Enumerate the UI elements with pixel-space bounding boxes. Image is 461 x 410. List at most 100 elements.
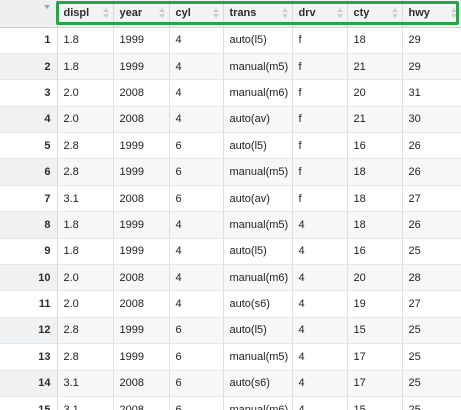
cell-cyl[interactable]: 6 <box>169 317 224 345</box>
cell-trans[interactable]: auto(l5) <box>223 27 293 54</box>
cell-cyl[interactable]: 6 <box>169 396 224 410</box>
row-index-cell[interactable]: 4 <box>0 106 58 134</box>
cell-displ[interactable]: 2.8 <box>57 132 114 160</box>
table-row[interactable]: 14 3.1 2008 6 auto(s6) 4 17 25 <box>0 370 461 397</box>
cell-year[interactable]: 2008 <box>113 396 170 410</box>
cell-hwy[interactable]: 30 <box>402 106 461 134</box>
table-row[interactable]: 11 2.0 2008 4 auto(s6) 4 19 27 <box>0 290 461 318</box>
row-index-cell[interactable]: 5 <box>0 132 58 160</box>
table-row[interactable]: 4 2.0 2008 4 auto(av) f 21 30 <box>0 106 461 134</box>
cell-trans[interactable]: auto(s6) <box>223 370 293 397</box>
cell-displ[interactable]: 2.8 <box>57 317 114 345</box>
cell-hwy[interactable]: 26 <box>402 211 461 239</box>
cell-hwy[interactable]: 25 <box>402 343 461 371</box>
cell-hwy[interactable]: 25 <box>402 396 461 410</box>
cell-hwy[interactable]: 25 <box>402 370 461 397</box>
cell-trans[interactable]: auto(av) <box>223 185 293 213</box>
row-index-cell[interactable]: 7 <box>0 185 58 213</box>
table-row[interactable]: 13 2.8 1999 6 manual(m5) 4 17 25 <box>0 343 461 371</box>
cell-drv[interactable]: f <box>292 132 348 160</box>
cell-cty[interactable]: 18 <box>347 211 403 239</box>
table-row[interactable]: 1 1.8 1999 4 auto(l5) f 18 29 <box>0 27 461 54</box>
cell-drv[interactable]: f <box>292 158 348 186</box>
cell-cyl[interactable]: 4 <box>169 290 224 318</box>
cell-year[interactable]: 1999 <box>113 53 170 81</box>
cell-year[interactable]: 1999 <box>113 211 170 239</box>
cell-drv[interactable]: f <box>292 53 348 81</box>
cell-cty[interactable]: 18 <box>347 158 403 186</box>
cell-cty[interactable]: 20 <box>347 264 403 292</box>
cell-trans[interactable]: auto(l5) <box>223 238 293 266</box>
cell-displ[interactable]: 1.8 <box>57 238 114 266</box>
cell-trans[interactable]: manual(m5) <box>223 211 293 239</box>
cell-year[interactable]: 2008 <box>113 290 170 318</box>
cell-drv[interactable]: f <box>292 185 348 213</box>
table-row[interactable]: 8 1.8 1999 4 manual(m5) 4 18 26 <box>0 211 461 239</box>
cell-displ[interactable]: 3.1 <box>57 396 114 410</box>
cell-hwy[interactable]: 27 <box>402 290 461 318</box>
row-index-cell[interactable]: 1 <box>0 27 58 54</box>
cell-drv[interactable]: 4 <box>292 370 348 397</box>
cell-year[interactable]: 1999 <box>113 158 170 186</box>
cell-cty[interactable]: 20 <box>347 79 403 107</box>
cell-cty[interactable]: 21 <box>347 106 403 134</box>
cell-drv[interactable]: 4 <box>292 343 348 371</box>
cell-cty[interactable]: 16 <box>347 132 403 160</box>
cell-trans[interactable]: auto(l5) <box>223 132 293 160</box>
column-header-hwy[interactable]: hwy <box>402 0 461 28</box>
row-index-cell[interactable]: 13 <box>0 343 58 371</box>
cell-drv[interactable]: 4 <box>292 264 348 292</box>
cell-year[interactable]: 1999 <box>113 27 170 54</box>
column-header-drv[interactable]: drv <box>292 0 348 28</box>
cell-trans[interactable]: manual(m6) <box>223 79 293 107</box>
cell-drv[interactable]: f <box>292 106 348 134</box>
cell-drv[interactable]: 4 <box>292 238 348 266</box>
cell-trans[interactable]: auto(l5) <box>223 317 293 345</box>
table-row[interactable]: 6 2.8 1999 6 manual(m5) f 18 26 <box>0 158 461 186</box>
table-row[interactable]: 12 2.8 1999 6 auto(l5) 4 15 25 <box>0 317 461 345</box>
table-row[interactable]: 3 2.0 2008 4 manual(m6) f 20 31 <box>0 79 461 107</box>
cell-year[interactable]: 2008 <box>113 185 170 213</box>
cell-drv[interactable]: f <box>292 79 348 107</box>
cell-hwy[interactable]: 29 <box>402 27 461 54</box>
cell-displ[interactable]: 3.1 <box>57 370 114 397</box>
cell-displ[interactable]: 1.8 <box>57 211 114 239</box>
cell-hwy[interactable]: 26 <box>402 132 461 160</box>
cell-year[interactable]: 1999 <box>113 238 170 266</box>
cell-year[interactable]: 1999 <box>113 343 170 371</box>
cell-trans[interactable]: manual(m6) <box>223 264 293 292</box>
cell-year[interactable]: 2008 <box>113 106 170 134</box>
column-header-cty[interactable]: cty <box>347 0 403 28</box>
cell-trans[interactable]: auto(av) <box>223 106 293 134</box>
row-index-cell[interactable]: 11 <box>0 290 58 318</box>
cell-displ[interactable]: 3.1 <box>57 185 114 213</box>
row-index-cell[interactable]: 14 <box>0 370 58 397</box>
cell-cyl[interactable]: 6 <box>169 132 224 160</box>
cell-hwy[interactable]: 31 <box>402 79 461 107</box>
cell-hwy[interactable]: 29 <box>402 53 461 81</box>
cell-cyl[interactable]: 4 <box>169 238 224 266</box>
cell-drv[interactable]: f <box>292 27 348 54</box>
column-header-cyl[interactable]: cyl <box>169 0 224 28</box>
cell-displ[interactable]: 2.8 <box>57 343 114 371</box>
cell-displ[interactable]: 2.8 <box>57 158 114 186</box>
cell-cyl[interactable]: 6 <box>169 185 224 213</box>
cell-cyl[interactable]: 4 <box>169 79 224 107</box>
cell-cty[interactable]: 15 <box>347 317 403 345</box>
cell-cyl[interactable]: 4 <box>169 53 224 81</box>
cell-displ[interactable]: 1.8 <box>57 27 114 54</box>
table-row[interactable]: 5 2.8 1999 6 auto(l5) f 16 26 <box>0 132 461 160</box>
cell-year[interactable]: 1999 <box>113 317 170 345</box>
cell-trans[interactable]: manual(m5) <box>223 343 293 371</box>
row-index-cell[interactable]: 6 <box>0 158 58 186</box>
column-header-displ[interactable]: displ <box>57 0 114 28</box>
cell-cty[interactable]: 18 <box>347 185 403 213</box>
cell-hwy[interactable]: 25 <box>402 238 461 266</box>
cell-cyl[interactable]: 6 <box>169 343 224 371</box>
cell-year[interactable]: 1999 <box>113 132 170 160</box>
cell-cyl[interactable]: 6 <box>169 158 224 186</box>
table-row[interactable]: 9 1.8 1999 4 auto(l5) 4 16 25 <box>0 238 461 266</box>
cell-cty[interactable]: 15 <box>347 396 403 410</box>
row-index-cell[interactable]: 15 <box>0 396 58 410</box>
column-header-year[interactable]: year <box>113 0 170 28</box>
